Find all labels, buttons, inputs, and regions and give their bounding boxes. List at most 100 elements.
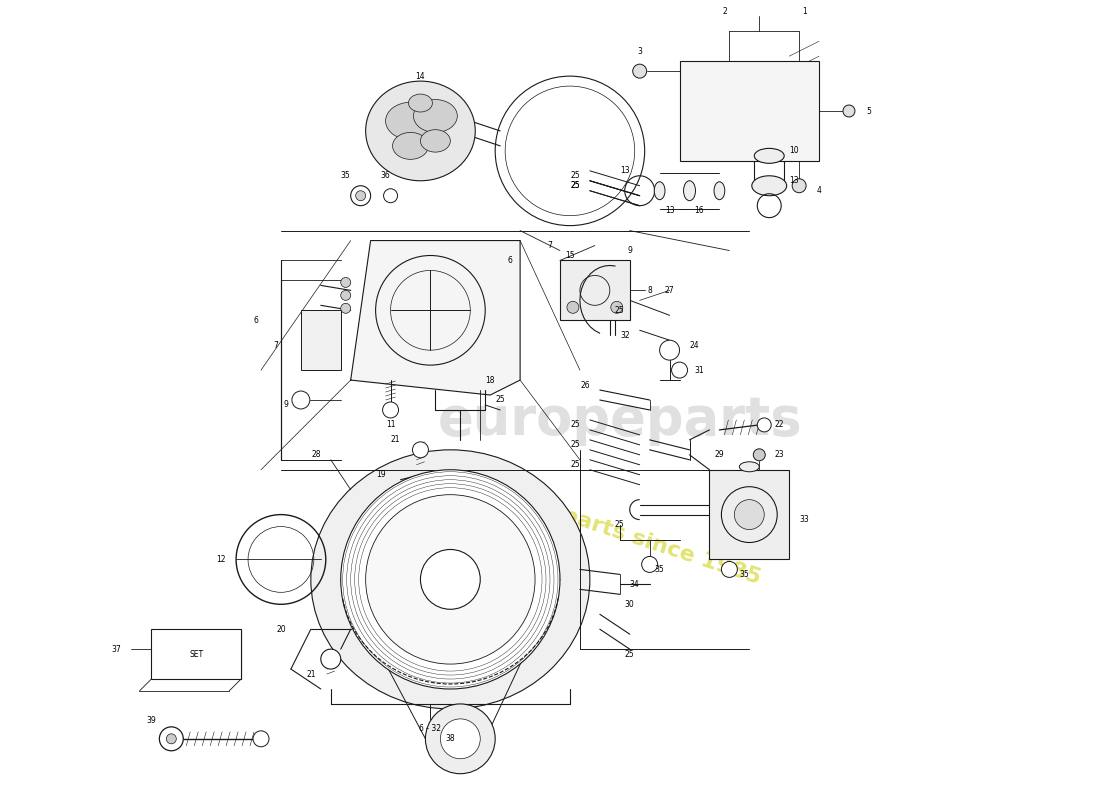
Text: 37: 37 xyxy=(111,645,121,654)
Ellipse shape xyxy=(683,181,695,201)
Circle shape xyxy=(166,734,176,744)
Text: 32: 32 xyxy=(620,330,629,340)
Text: 4: 4 xyxy=(816,186,822,195)
Text: 3: 3 xyxy=(637,46,642,56)
Circle shape xyxy=(757,418,771,432)
Text: 8: 8 xyxy=(647,286,652,295)
Text: 9: 9 xyxy=(627,246,632,255)
Circle shape xyxy=(792,178,806,193)
Bar xyxy=(680,61,820,161)
Circle shape xyxy=(610,302,623,314)
Text: 30: 30 xyxy=(625,600,635,609)
Circle shape xyxy=(754,449,766,461)
Text: 25: 25 xyxy=(570,182,580,190)
Text: 25: 25 xyxy=(570,460,580,470)
Ellipse shape xyxy=(386,102,436,140)
Bar xyxy=(152,630,241,679)
Polygon shape xyxy=(351,241,520,395)
Circle shape xyxy=(341,470,560,689)
Circle shape xyxy=(641,557,658,572)
Text: 13: 13 xyxy=(620,166,629,175)
Text: 31: 31 xyxy=(695,366,704,374)
Text: 6: 6 xyxy=(254,316,258,325)
Text: 1: 1 xyxy=(802,7,806,16)
Ellipse shape xyxy=(311,450,590,709)
Text: 20: 20 xyxy=(276,625,286,634)
Text: 25: 25 xyxy=(570,171,580,180)
Text: 6: 6 xyxy=(508,256,513,265)
Ellipse shape xyxy=(714,182,725,200)
Circle shape xyxy=(160,727,184,750)
Text: 26: 26 xyxy=(580,381,590,390)
Ellipse shape xyxy=(654,182,666,200)
Text: 25: 25 xyxy=(495,395,505,405)
Ellipse shape xyxy=(755,148,784,163)
Ellipse shape xyxy=(408,94,432,112)
Text: 25: 25 xyxy=(570,421,580,430)
Text: 21: 21 xyxy=(306,670,316,678)
Circle shape xyxy=(321,649,341,669)
Text: 19: 19 xyxy=(376,470,385,479)
Bar xyxy=(710,470,789,559)
Text: 14: 14 xyxy=(416,72,426,81)
Text: 35: 35 xyxy=(739,570,749,579)
Text: 22: 22 xyxy=(774,421,784,430)
Text: 23: 23 xyxy=(774,450,784,459)
Text: 25: 25 xyxy=(615,520,625,529)
Text: 15: 15 xyxy=(565,251,574,260)
Ellipse shape xyxy=(365,81,475,181)
Text: 10: 10 xyxy=(790,146,799,155)
Circle shape xyxy=(341,278,351,287)
Text: 33: 33 xyxy=(800,515,808,524)
Ellipse shape xyxy=(420,130,450,152)
Text: 5: 5 xyxy=(867,106,871,115)
Text: 7: 7 xyxy=(274,341,278,350)
Circle shape xyxy=(426,704,495,774)
Text: 38: 38 xyxy=(446,734,455,743)
Circle shape xyxy=(292,391,310,409)
Text: 34: 34 xyxy=(630,580,639,589)
Text: 12: 12 xyxy=(217,555,226,564)
Text: a passion for parts since 1985: a passion for parts since 1985 xyxy=(397,451,763,587)
Text: 25: 25 xyxy=(625,650,635,658)
Text: 35: 35 xyxy=(341,171,351,180)
Text: 39: 39 xyxy=(146,716,156,726)
Bar xyxy=(301,310,341,370)
Circle shape xyxy=(722,562,737,578)
Text: 27: 27 xyxy=(664,286,674,295)
Text: 13: 13 xyxy=(664,206,674,215)
Circle shape xyxy=(351,186,371,206)
Text: 28: 28 xyxy=(311,450,320,459)
Circle shape xyxy=(735,500,764,530)
Text: 25: 25 xyxy=(570,182,580,190)
Text: 6 - 32: 6 - 32 xyxy=(419,724,441,734)
Text: 25: 25 xyxy=(615,306,625,315)
Ellipse shape xyxy=(739,462,759,472)
Text: 18: 18 xyxy=(485,375,495,385)
Text: 2: 2 xyxy=(722,7,727,16)
Text: 36: 36 xyxy=(381,171,390,180)
Ellipse shape xyxy=(414,99,458,133)
Circle shape xyxy=(440,719,481,758)
Text: europeparts: europeparts xyxy=(438,394,802,446)
Circle shape xyxy=(355,190,365,201)
Text: 16: 16 xyxy=(695,206,704,215)
Circle shape xyxy=(341,303,351,314)
Text: 9: 9 xyxy=(284,401,288,410)
Circle shape xyxy=(253,731,270,746)
Text: 35: 35 xyxy=(654,565,664,574)
Bar xyxy=(560,261,629,320)
Text: 13: 13 xyxy=(790,176,799,186)
Circle shape xyxy=(412,442,428,458)
Text: 11: 11 xyxy=(386,421,395,430)
Circle shape xyxy=(566,302,579,314)
Text: 25: 25 xyxy=(570,440,580,450)
Text: 24: 24 xyxy=(690,341,700,350)
Circle shape xyxy=(420,550,481,610)
Circle shape xyxy=(632,64,647,78)
Circle shape xyxy=(341,290,351,300)
Circle shape xyxy=(365,494,535,664)
Circle shape xyxy=(660,340,680,360)
Ellipse shape xyxy=(751,176,786,196)
Circle shape xyxy=(384,189,397,202)
